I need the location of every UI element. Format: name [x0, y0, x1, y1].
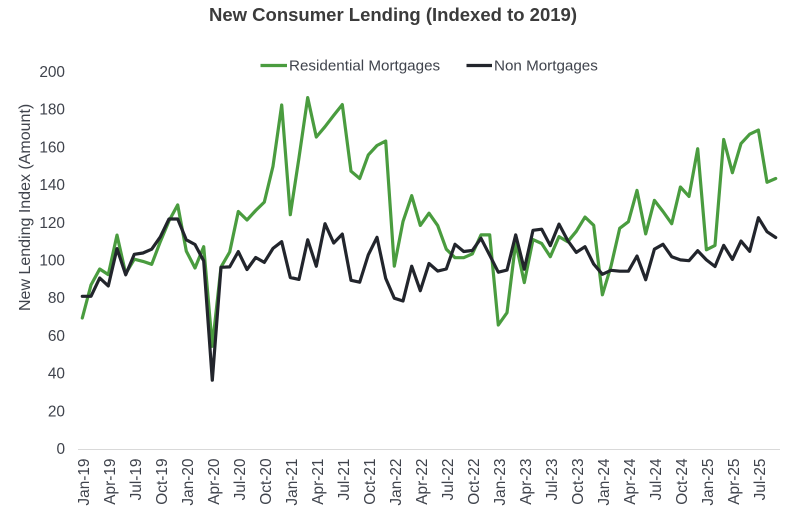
svg-text:160: 160: [39, 139, 65, 156]
svg-text:140: 140: [39, 177, 65, 194]
svg-text:Apr-20: Apr-20: [206, 459, 223, 505]
svg-text:Oct-24: Oct-24: [674, 458, 691, 505]
svg-text:Oct-20: Oct-20: [258, 459, 275, 505]
svg-text:40: 40: [48, 366, 65, 383]
svg-text:Jul-25: Jul-25: [752, 459, 769, 501]
svg-text:Jul-21: Jul-21: [336, 459, 353, 501]
svg-text:Apr-22: Apr-22: [414, 459, 431, 505]
svg-text:Jan-21: Jan-21: [284, 459, 301, 506]
svg-text:Oct-22: Oct-22: [466, 459, 483, 505]
svg-text:Jan-22: Jan-22: [388, 459, 405, 506]
svg-text:Residential Mortgages: Residential Mortgages: [289, 58, 441, 75]
svg-text:200: 200: [39, 64, 65, 81]
svg-text:Jul-23: Jul-23: [544, 459, 561, 501]
svg-text:Jul-19: Jul-19: [128, 459, 145, 501]
svg-text:100: 100: [39, 253, 65, 270]
svg-text:Jul-24: Jul-24: [648, 458, 665, 500]
svg-text:Jul-22: Jul-22: [440, 459, 457, 501]
svg-text:Jul-20: Jul-20: [232, 459, 249, 501]
svg-text:Apr-21: Apr-21: [310, 459, 327, 505]
svg-text:Jan-23: Jan-23: [492, 459, 509, 506]
svg-text:New Lending Index (Amount): New Lending Index (Amount): [17, 104, 34, 311]
svg-text:Non Mortgages: Non Mortgages: [494, 58, 598, 75]
svg-text:0: 0: [56, 441, 65, 458]
svg-text:60: 60: [48, 328, 65, 345]
svg-text:Apr-24: Apr-24: [622, 458, 639, 505]
svg-text:80: 80: [48, 290, 65, 307]
svg-text:New Consumer Lending (Indexed: New Consumer Lending (Indexed to 2019): [209, 4, 577, 25]
svg-text:Jan-20: Jan-20: [180, 459, 197, 506]
svg-text:Jan-24: Jan-24: [596, 458, 613, 505]
svg-text:180: 180: [39, 102, 65, 119]
svg-text:Jan-19: Jan-19: [76, 459, 93, 506]
svg-text:Jan-25: Jan-25: [700, 459, 717, 506]
svg-text:Oct-21: Oct-21: [362, 459, 379, 505]
svg-text:Oct-19: Oct-19: [154, 459, 171, 505]
svg-text:Oct-23: Oct-23: [570, 459, 587, 505]
svg-text:Apr-23: Apr-23: [518, 459, 535, 505]
svg-text:Apr-25: Apr-25: [726, 459, 743, 505]
svg-text:20: 20: [48, 403, 65, 420]
svg-text:120: 120: [39, 215, 65, 232]
svg-text:Apr-19: Apr-19: [102, 459, 119, 505]
